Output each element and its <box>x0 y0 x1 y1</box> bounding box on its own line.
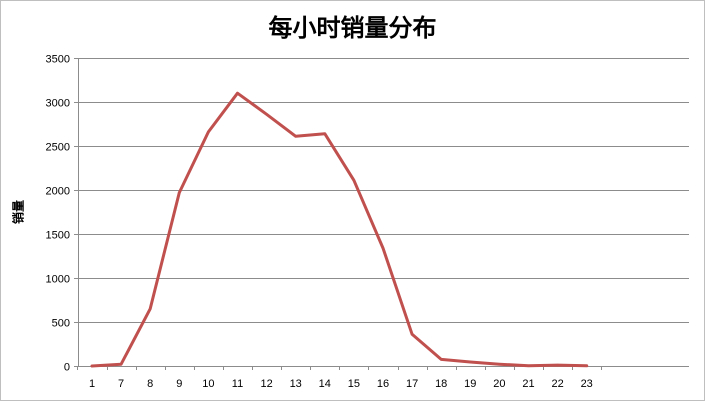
x-tick-label: 15 <box>348 378 360 390</box>
y-tick-label: 500 <box>52 318 70 330</box>
x-tick-label: 23 <box>581 378 593 390</box>
x-tick-label: 16 <box>377 378 389 390</box>
x-tick-label: 13 <box>290 378 302 390</box>
series-line <box>90 91 589 368</box>
y-tick-label: 2500 <box>46 142 70 154</box>
x-tick-label: 11 <box>232 378 243 390</box>
x-tick-label: 7 <box>118 378 124 390</box>
x-tick-label: 21 <box>522 378 534 390</box>
y-tick-label: 2000 <box>46 186 70 198</box>
grid-lines <box>78 58 689 323</box>
chart-title: 每小时销量分布 <box>268 14 437 42</box>
x-tick-label: 22 <box>551 378 563 390</box>
y-tick-label: 1500 <box>46 230 70 242</box>
x-tick-label: 14 <box>319 378 331 390</box>
y-tick-label: 1000 <box>46 274 70 286</box>
x-tick-label: 9 <box>176 378 182 390</box>
x-tick-labels: 1 7 8 9 10 11 12 13 14 15 16 17 18 19 20 21 22 23 <box>89 378 593 390</box>
x-tick-label: 12 <box>260 378 272 390</box>
y-tick-labels: 0 500 1000 1500 2000 2500 3000 3500 <box>46 54 70 374</box>
series-layer <box>90 91 589 368</box>
x-tick-label: 18 <box>435 378 447 390</box>
axes <box>74 58 689 370</box>
y-tick-label: 3000 <box>46 98 70 110</box>
x-tick-label: 19 <box>464 378 476 390</box>
x-tick-label: 17 <box>406 378 418 390</box>
x-tick-label: 20 <box>493 378 505 390</box>
y-tick-label: 0 <box>64 362 70 374</box>
y-tick-label: 3500 <box>46 54 70 66</box>
x-tick-label: 1 <box>89 378 95 390</box>
x-tick-label: 10 <box>202 378 214 390</box>
x-tick-label: 8 <box>147 378 153 390</box>
